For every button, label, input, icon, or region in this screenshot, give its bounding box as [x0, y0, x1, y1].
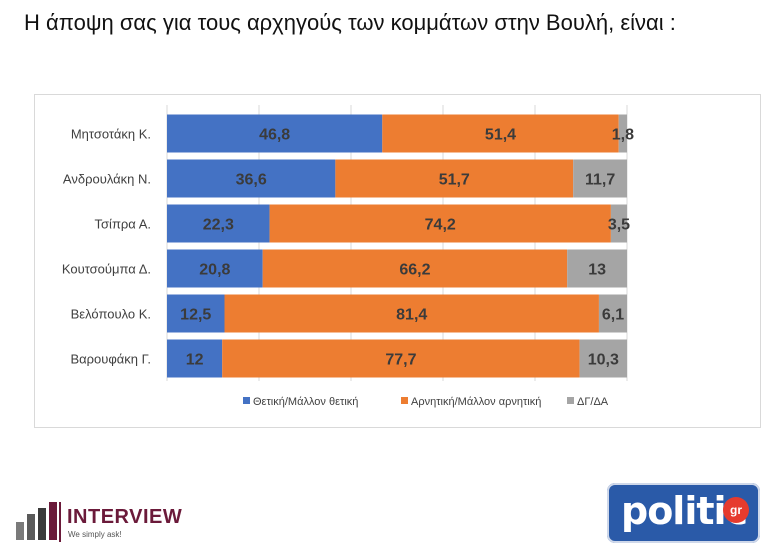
legend-swatch	[567, 397, 574, 404]
bar-segment	[167, 114, 383, 153]
interview-logo-icon	[16, 502, 61, 542]
category-label: Κουτσούμπα Δ.	[62, 262, 151, 277]
bar-segment	[167, 294, 225, 333]
data-label: 3,5	[608, 217, 630, 234]
bar-segment	[567, 249, 627, 288]
bar-segment	[262, 249, 568, 288]
politic-logo: politic gr	[607, 483, 760, 543]
bar-segment	[269, 204, 611, 243]
chart-title: Η άποψη σας για τους αρχηγούς των κομμάτ…	[24, 10, 676, 35]
bar-segment	[579, 339, 627, 378]
data-label: 46,8	[259, 127, 290, 144]
data-label: 13	[588, 262, 606, 279]
category-label: Ανδρουλάκη Ν.	[63, 172, 151, 187]
data-label: 77,7	[385, 352, 416, 369]
legend-swatch	[401, 397, 408, 404]
bar-segment	[598, 294, 627, 333]
category-label: Βελόπουλο Κ.	[71, 307, 151, 322]
bar-segment	[167, 249, 263, 288]
data-label: 10,3	[588, 352, 619, 369]
bar-segment	[382, 114, 619, 153]
data-label: 66,2	[399, 262, 430, 279]
interview-logo-name: INTERVIEW	[67, 506, 183, 528]
interview-logo-tagline: We simply ask!	[68, 530, 122, 539]
data-label: 6,1	[602, 307, 624, 324]
bar-segment	[167, 159, 336, 198]
data-label: 74,2	[425, 217, 456, 234]
category-label: Βαρουφάκη Γ.	[70, 352, 151, 367]
data-label: 36,6	[236, 172, 267, 189]
bar-segment	[222, 339, 580, 378]
category-label: Τσίπρα Α.	[95, 217, 151, 232]
legend-label: Θετική/Μάλλον θετική	[253, 396, 358, 408]
data-label: 12,5	[180, 307, 211, 324]
interview-logo: INTERVIEW We simply ask!	[14, 500, 214, 544]
data-label: 22,3	[203, 217, 234, 234]
data-label: 11,7	[585, 172, 615, 189]
data-label: 51,7	[439, 172, 470, 189]
legend-label: ΔΓ/ΔΑ	[577, 396, 609, 408]
bar-segment	[167, 204, 270, 243]
data-label: 20,8	[199, 262, 230, 279]
data-label: 1,8	[612, 127, 634, 144]
data-label: 81,4	[396, 307, 427, 324]
data-label: 51,4	[485, 127, 516, 144]
legend-swatch	[243, 397, 250, 404]
category-label: Μητσοτάκη Κ.	[71, 127, 151, 142]
stacked-bar-chart: Μητσοτάκη Κ. 46,8 51,4 1,8 Ανδρουλάκη Ν. 36,6…	[62, 105, 634, 408]
bar-segment	[610, 204, 627, 243]
bar-segment	[224, 294, 599, 333]
politic-logo-suffix: gr	[723, 497, 749, 523]
bar-segment	[573, 159, 627, 198]
bar-segment	[335, 159, 574, 198]
bar-segment	[167, 339, 223, 378]
legend-label: Αρνητική/Μάλλον αρνητική	[411, 396, 541, 408]
data-label: 12	[186, 352, 204, 369]
bar-segment	[618, 114, 627, 153]
chart-area: Μητσοτάκη Κ. 46,8 51,4 1,8 Ανδρουλάκη Ν. 36,6…	[34, 94, 761, 428]
